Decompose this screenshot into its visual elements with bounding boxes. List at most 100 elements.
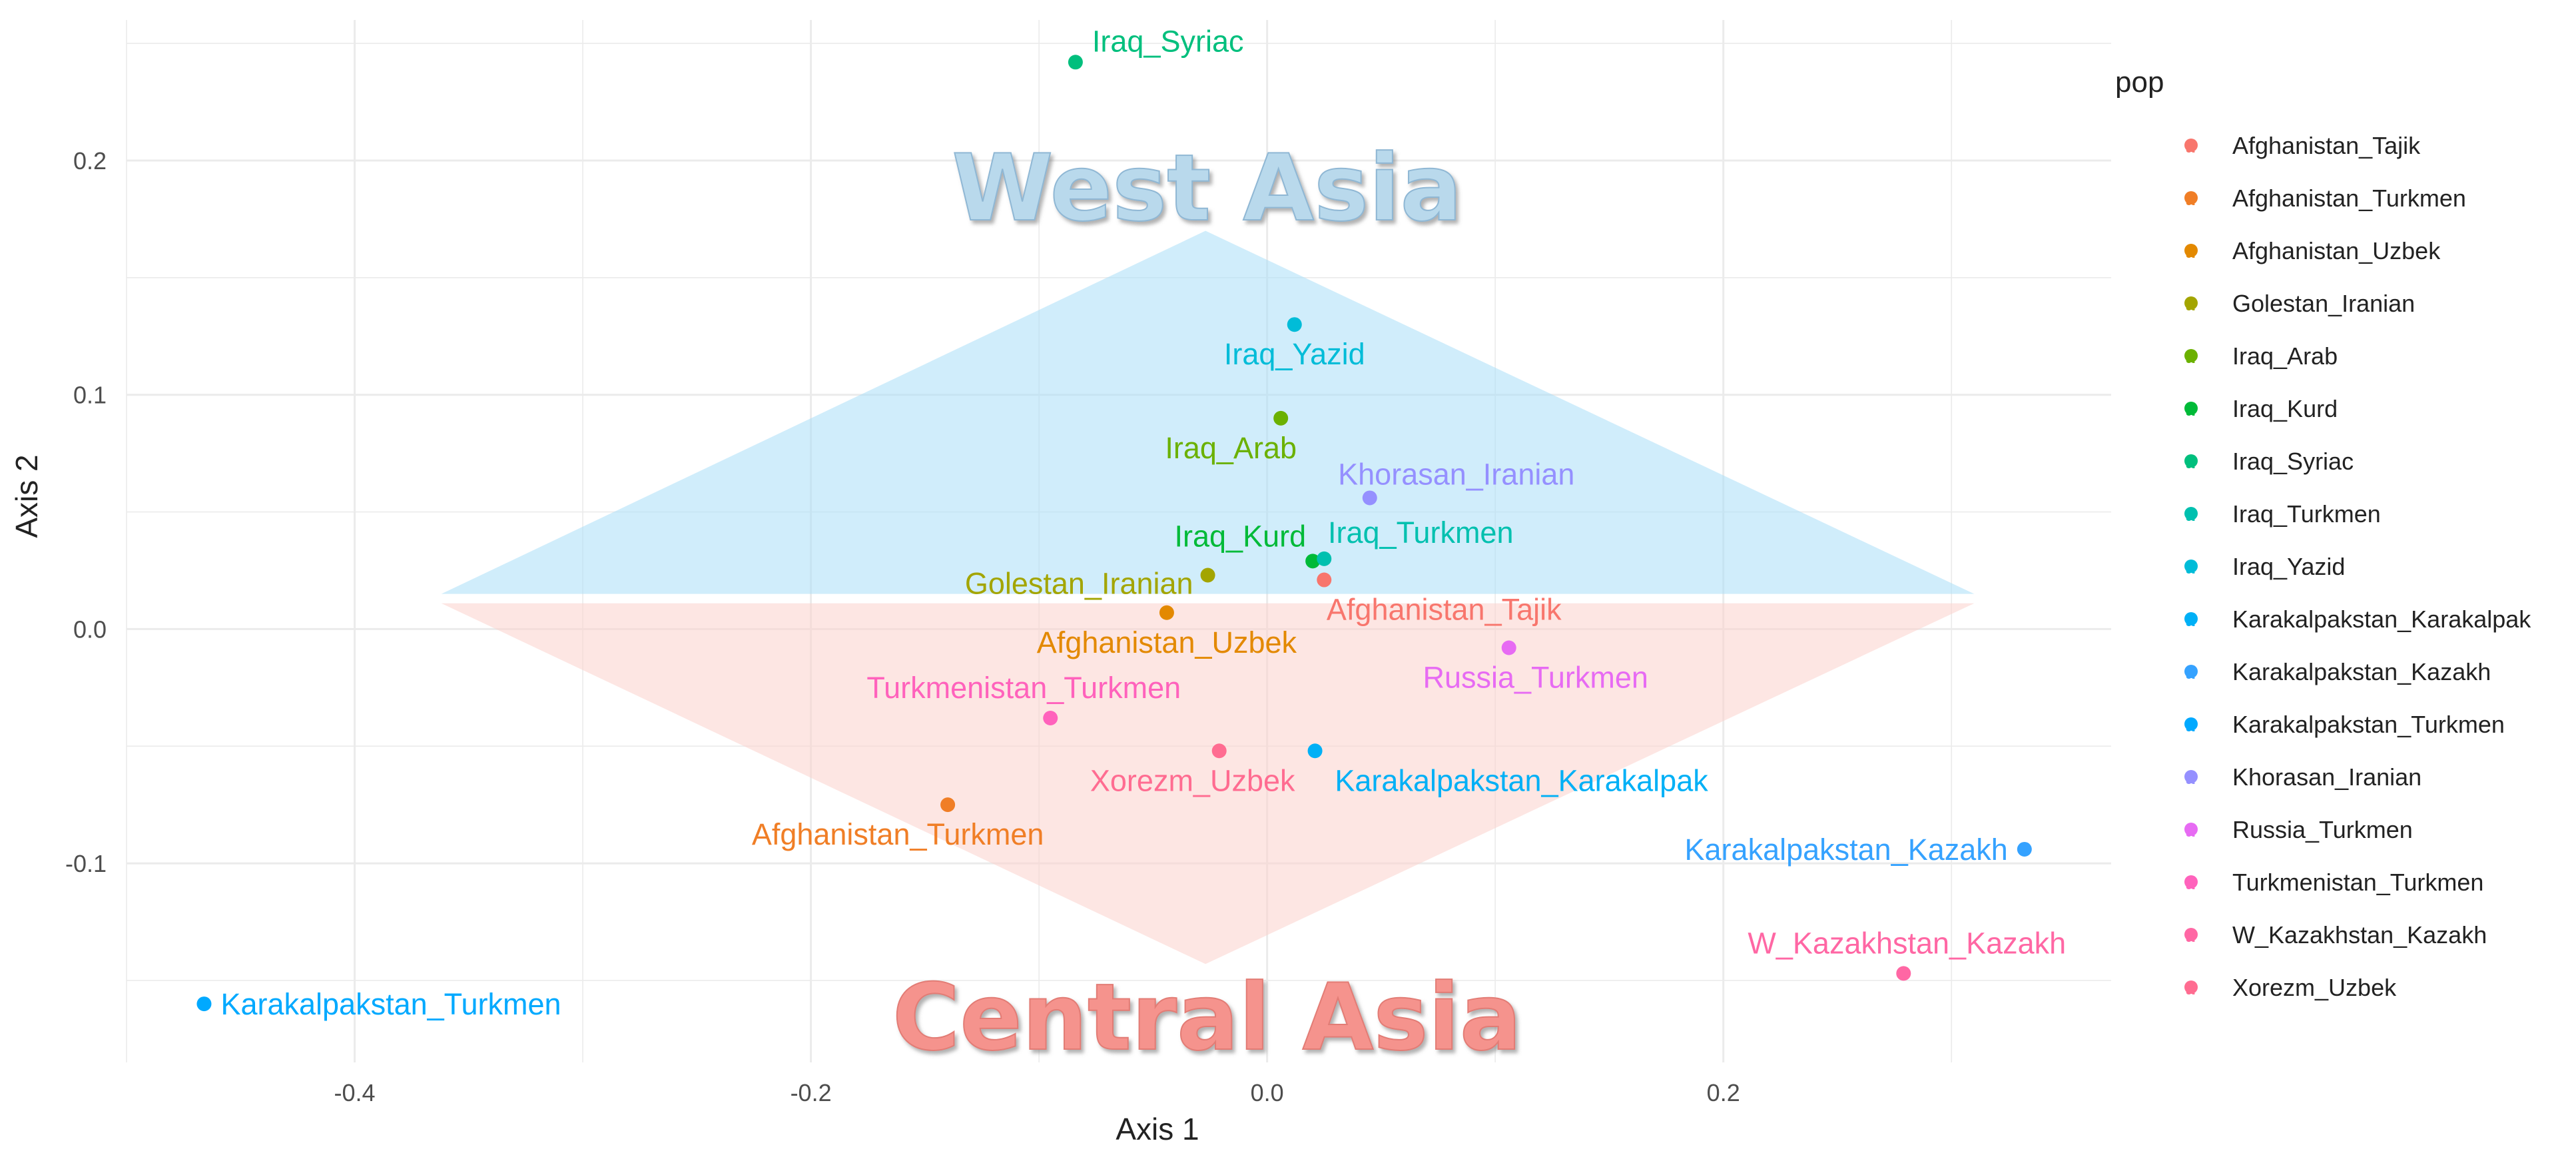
legend-key-glyph: a [2186, 296, 2195, 314]
legend-key-glyph: a [2186, 612, 2195, 630]
point-label: Afghanistan_Turkmen [752, 817, 1044, 851]
data-point [1305, 554, 1321, 569]
data-point [1200, 568, 1215, 583]
legend-key [2184, 928, 2198, 941]
point-label: Iraq_Yazid [1224, 337, 1365, 371]
legend-label: Karakalpakstan_Karakalpak [2232, 605, 2531, 633]
data-point [1068, 55, 1083, 70]
legend-label: Turkmenistan_Turkmen [2232, 869, 2483, 896]
legend-label: Iraq_Syriac [2232, 448, 2354, 475]
legend-key-glyph: a [2186, 770, 2195, 788]
x-tick-label: -0.4 [334, 1079, 376, 1106]
data-point [196, 996, 212, 1012]
legend-key-glyph: a [2186, 349, 2195, 367]
point-label: Xorezm_Uzbek [1090, 763, 1295, 797]
data-point [1896, 966, 1911, 981]
legend-key-glyph: a [2186, 823, 2195, 841]
point-label: Karakalpakstan_Kazakh [1685, 833, 2008, 867]
data-point [1273, 410, 1289, 426]
data-point [1317, 572, 1332, 587]
legend-label: Afghanistan_Turkmen [2232, 185, 2466, 212]
point-label: Afghanistan_Tajik [1327, 593, 1562, 627]
legend-label: Iraq_Kurd [2232, 395, 2338, 422]
x-axis-title: Axis 1 [1116, 1112, 1199, 1146]
legend-key-glyph: a [2186, 244, 2195, 262]
y-tick-label: 0.2 [73, 147, 107, 175]
data-point [1211, 743, 1227, 759]
legend-key [2184, 665, 2198, 678]
data-point [1362, 490, 1377, 506]
data-point [1501, 640, 1516, 655]
data-point [1317, 551, 1332, 566]
x-tick-label: -0.2 [791, 1079, 832, 1106]
legend-key-glyph: a [2186, 507, 2195, 525]
y-tick-label: 0.0 [73, 615, 107, 643]
legend-key [2184, 244, 2198, 257]
y-axis-title: Axis 2 [9, 454, 44, 538]
legend-label: Golestan_Iranian [2232, 290, 2415, 317]
legend-label: Xorezm_Uzbek [2232, 974, 2397, 1001]
legend-label: Khorasan_Iranian [2232, 763, 2421, 791]
legend-label: Karakalpakstan_Turkmen [2232, 711, 2505, 738]
point-labels: Afghanistan_Tajik Afghanistan_Turkmen Afgh… [220, 24, 2066, 1021]
data-point [1043, 711, 1058, 726]
legend-key [2184, 823, 2198, 836]
legend-key [2184, 402, 2198, 415]
legend-key [2184, 139, 2198, 152]
legend-key [2184, 770, 2198, 783]
axes: Axis 1 Axis 2 -0.4 -0.2 0.0 0.2 -0.1 0.0 0.1 0.… [9, 147, 1740, 1146]
legend-label: Karakalpakstan_Kazakh [2232, 658, 2491, 685]
region-shapes [441, 230, 1975, 965]
legend-label: Afghanistan_Uzbek [2232, 237, 2441, 264]
legend-key [2184, 612, 2198, 625]
legend-key [2184, 454, 2198, 468]
data-point [1307, 743, 1323, 759]
point-label: W_Kazakhstan_Kazakh [1748, 926, 2066, 960]
data-point [940, 797, 956, 813]
y-tick-label: 0.1 [73, 382, 107, 409]
legend-key-glyph: a [2186, 139, 2195, 157]
region-labels: West Asia Central Asia [892, 134, 1522, 1072]
y-tick-label: -0.1 [65, 850, 107, 877]
legend-key-glyph: a [2186, 191, 2195, 209]
legend-label: Iraq_Turkmen [2232, 500, 2381, 528]
legend-key-glyph: a [2186, 402, 2195, 420]
legend-key [2184, 191, 2198, 204]
legend-key [2184, 349, 2198, 362]
point-label: Karakalpakstan_Karakalpak [1335, 763, 1708, 797]
legend-key [2184, 560, 2198, 573]
legend-key [2184, 507, 2198, 520]
point-label: Iraq_Kurd [1175, 519, 1307, 553]
legend-key [2184, 980, 2198, 994]
data-point [1287, 317, 1302, 332]
legend-label: Iraq_Yazid [2232, 553, 2345, 580]
point-label: Iraq_Syriac [1092, 24, 1244, 58]
data-point [1159, 605, 1174, 620]
point-label: Afghanistan_Uzbek [1037, 625, 1297, 659]
legend-key-glyph: a [2186, 717, 2195, 735]
point-label: Iraq_Arab [1165, 431, 1297, 465]
point-label: Iraq_Turkmen [1328, 516, 1513, 550]
legend-key [2184, 875, 2198, 889]
region-west-asia [441, 230, 1975, 594]
legend-key [2184, 717, 2198, 731]
point-label: Russia_Turkmen [1423, 661, 1648, 695]
x-tick-label: 0.2 [1707, 1079, 1740, 1106]
legend-key-glyph: a [2186, 560, 2195, 578]
legend-key-glyph: a [2186, 875, 2195, 893]
legend-key-glyph: a [2186, 980, 2195, 998]
legend-key-glyph: a [2186, 665, 2195, 683]
legend-label: Iraq_Arab [2232, 342, 2338, 370]
legend-label: Afghanistan_Tajik [2232, 132, 2421, 159]
x-tick-label: 0.0 [1251, 1079, 1284, 1106]
data-point [2017, 841, 2032, 857]
point-label: Golestan_Iranian [965, 566, 1193, 600]
central-asia-label: Central Asia [892, 964, 1522, 1071]
legend-key [2184, 296, 2198, 310]
legend-key-glyph: a [2186, 454, 2195, 472]
legend-key-glyph: a [2186, 928, 2195, 946]
west-asia-label: West Asia [952, 135, 1462, 242]
